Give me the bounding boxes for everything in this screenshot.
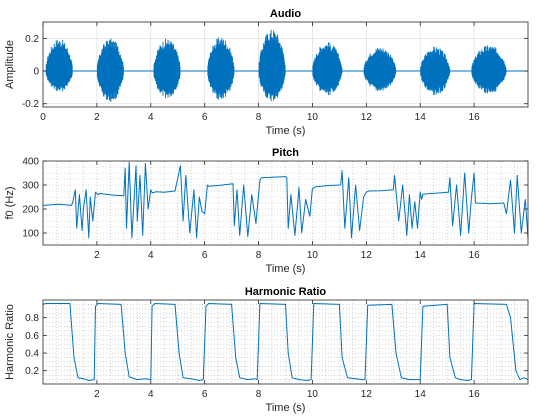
x-tick-label: 16 — [469, 112, 481, 123]
series-line — [42, 161, 529, 239]
y-tick-label: 300 — [22, 181, 39, 192]
y-tick-label: 0.8 — [25, 313, 39, 324]
y-tick-label: 0.6 — [25, 331, 39, 342]
x-tick-label: 16 — [469, 389, 481, 400]
x-tick-label: 2 — [94, 389, 100, 400]
waveform-burst-9 — [471, 45, 507, 94]
y-tick-label: 0.4 — [25, 349, 39, 360]
waveform-burst-5 — [258, 29, 286, 102]
series-line — [42, 303, 529, 381]
x-tick-label: 8 — [256, 389, 262, 400]
x-tick-label: 10 — [307, 112, 319, 123]
waveform-burst-7 — [363, 48, 397, 91]
waveform-burst-2 — [96, 38, 124, 102]
x-tick-label: 14 — [415, 389, 427, 400]
x-tick-label: 12 — [361, 389, 373, 400]
axes-2: 2 4 6 8 10 12 14 16 100 200 300 400 Pitch Time (s) f0 … — [4, 147, 529, 275]
x-tick-label: 14 — [415, 112, 427, 123]
y-tick-label: -0.2 — [22, 99, 40, 110]
x-tick-label: 2 — [94, 112, 100, 123]
x-tick-label: 16 — [469, 250, 481, 261]
x-tick-label: 6 — [202, 250, 208, 261]
y-tick-label: 200 — [22, 205, 39, 216]
x-axis-label: Time (s) — [266, 263, 306, 275]
x-tick-label: 10 — [307, 250, 319, 261]
waveform-burst-4 — [207, 37, 235, 100]
axes-box — [42, 299, 529, 385]
x-tick-label: 8 — [256, 250, 262, 261]
axes-3: 2 4 6 8 10 12 14 16 0.2 0.4 0.6 0.8 Harmonic Ratio Ti… — [4, 286, 529, 414]
waveform-burst-1 — [45, 39, 73, 92]
grid — [43, 300, 528, 385]
x-axis-label: Time (s) — [266, 402, 306, 414]
waveform-burst-6 — [312, 42, 343, 96]
x-tick-label: 6 — [202, 112, 208, 123]
chart-title: Harmonic Ratio — [245, 286, 327, 298]
x-tick-label: 6 — [202, 389, 208, 400]
x-tick-label: 4 — [148, 112, 154, 123]
y-axis-label: f0 (Hz) — [4, 187, 16, 220]
x-tick-label: 14 — [415, 250, 427, 261]
y-axis-label: Harmonic Ratio — [4, 304, 16, 380]
x-tick-label: 12 — [361, 250, 373, 261]
y-tick-label: 400 — [22, 157, 39, 168]
axes-box — [42, 21, 529, 108]
x-tick-label: 4 — [148, 389, 154, 400]
x-tick-label: 10 — [307, 389, 319, 400]
x-tick-label: 8 — [256, 112, 262, 123]
x-tick-label: 2 — [94, 250, 100, 261]
waveform-burst-8 — [420, 47, 451, 96]
x-axis-label: Time (s) — [266, 125, 306, 137]
x-tick-label: 0 — [40, 112, 46, 123]
x-tick-label: 4 — [148, 250, 154, 261]
y-tick-label: 0.2 — [25, 366, 39, 377]
chart-title: Audio — [270, 8, 301, 20]
chart-title: Pitch — [272, 147, 299, 159]
y-tick-label: 0.2 — [25, 34, 39, 45]
y-tick-label: 100 — [22, 229, 39, 240]
waveform-burst-3 — [153, 38, 181, 99]
y-axis-label: Amplitude — [4, 40, 16, 89]
axes-box — [42, 160, 529, 246]
y-tick-label: 0 — [33, 67, 39, 78]
x-tick-label: 12 — [361, 112, 373, 123]
